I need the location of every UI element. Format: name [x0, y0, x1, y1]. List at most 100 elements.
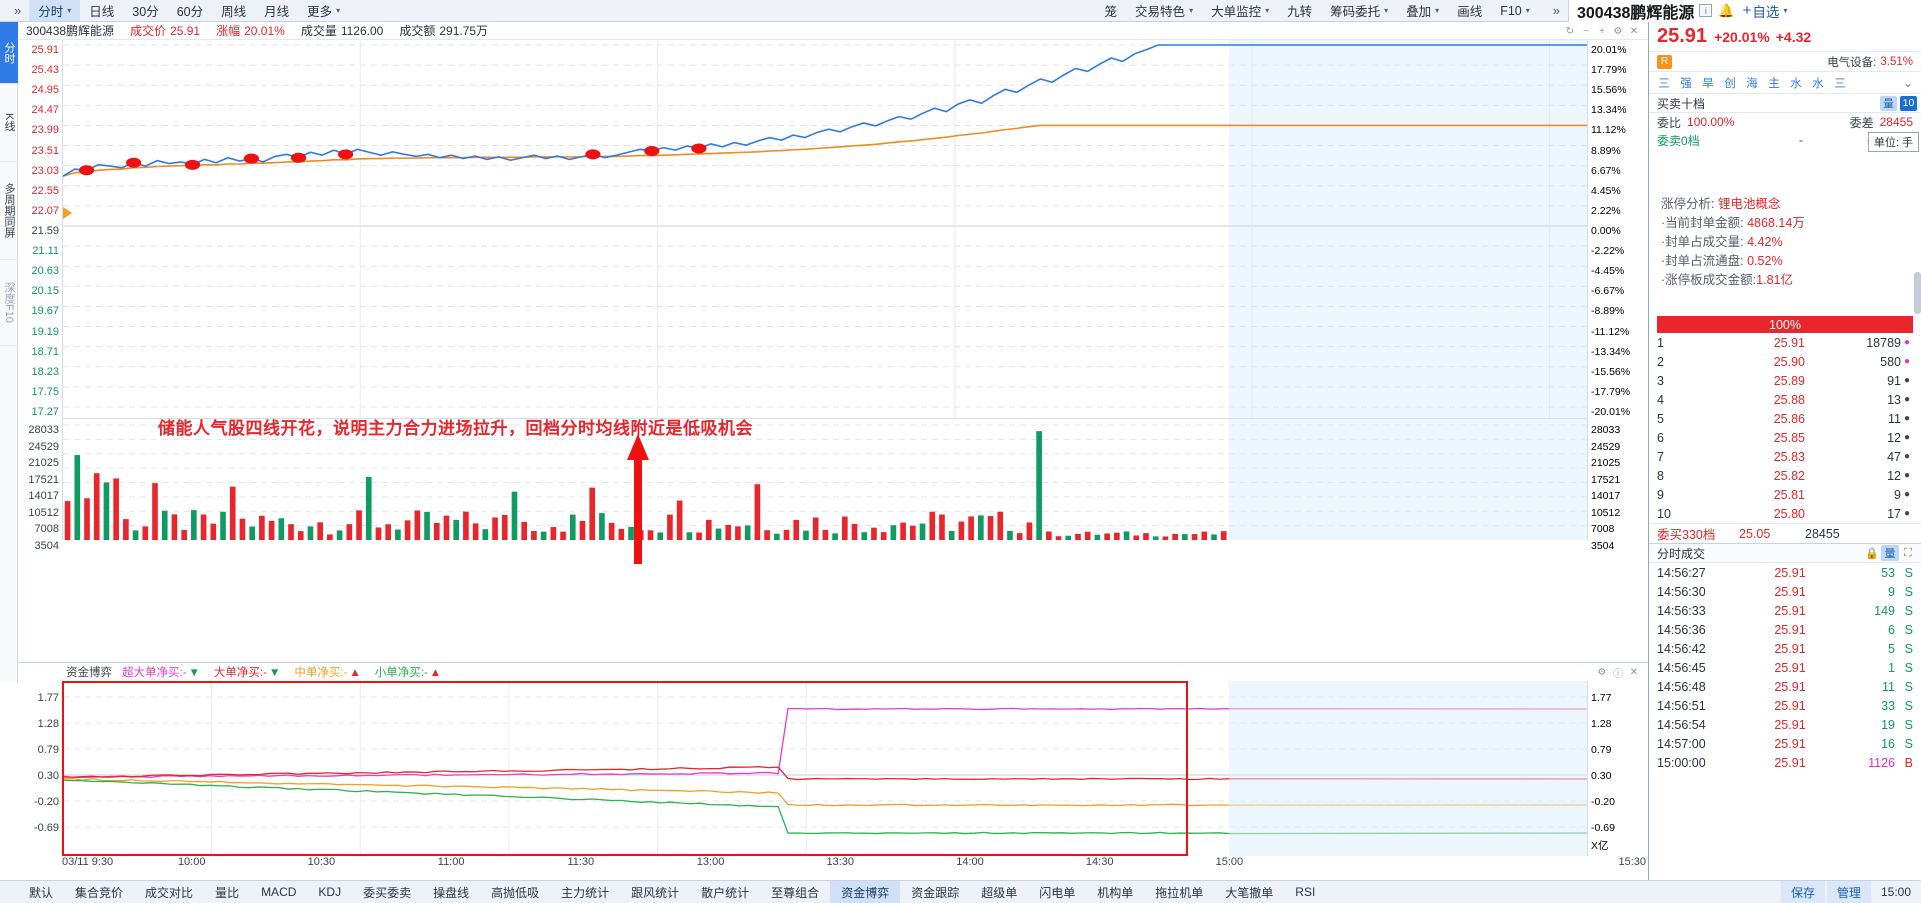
tick-row[interactable]: 14:56:54 25.91 19 S — [1649, 715, 1921, 734]
toolbar-menu-2[interactable]: 大单监控 ▾ — [1202, 0, 1278, 21]
chevron-down-icon[interactable]: ▾ — [67, 6, 72, 15]
tick-row[interactable]: 14:56:51 25.91 33 S — [1649, 696, 1921, 715]
bottom-tab-1[interactable]: 集合竞价 — [75, 885, 124, 900]
period-tab-0[interactable]: 分时 ▾ — [29, 0, 81, 21]
order-book-row[interactable]: 6 25.85 12 ● — [1649, 428, 1921, 447]
tick-row[interactable]: 14:56:48 25.91 11 S — [1649, 677, 1921, 696]
rail-item-3[interactable]: 深度F10 — [0, 260, 18, 346]
rail-item-1[interactable]: K线 — [0, 84, 18, 162]
toolbar-menu-6[interactable]: 画线 — [1448, 0, 1491, 21]
add-favorite-button[interactable]: + 自选 — [1743, 1, 1780, 21]
period-tab-6[interactable]: 更多 ▾ — [298, 0, 349, 21]
chevron-down-icon[interactable]: ▾ — [1265, 6, 1270, 15]
concept-tag-8[interactable]: 三 — [1834, 77, 1846, 90]
order-book-row[interactable]: 8 25.82 12 ● — [1649, 466, 1921, 485]
bottom-tab-13[interactable]: 资金博弈 — [830, 881, 901, 903]
fund-legend-1[interactable]: 大单净买:- ▼ — [214, 664, 280, 680]
order-book-row[interactable]: 3 25.89 91 ● — [1649, 371, 1921, 390]
bell-icon[interactable]: 🔔 — [1718, 2, 1735, 18]
toolbar-menu-4[interactable]: 筹码委托 ▾ — [1321, 0, 1397, 21]
plus-icon[interactable]: + — [1599, 25, 1605, 37]
toolbar-menu-3[interactable]: 九转 — [1278, 0, 1321, 21]
concept-tag-7[interactable]: 水 — [1812, 77, 1824, 90]
concept-tag-0[interactable]: 三 — [1658, 77, 1670, 90]
period-tab-3[interactable]: 60分 — [168, 0, 212, 21]
volume-icon[interactable]: 量 — [1881, 545, 1899, 561]
chart-plot-area[interactable] — [62, 40, 1588, 540]
concept-tag-4[interactable]: 海 — [1746, 77, 1758, 90]
bottom-tab-9[interactable]: 主力统计 — [561, 885, 610, 900]
fund-legend-2[interactable]: 中单净买:- ▲ — [294, 664, 360, 680]
info-icon[interactable]: i — [1699, 4, 1713, 17]
rail-item-0[interactable]: 分时 — [0, 22, 18, 84]
bottom-tab-19[interactable]: 大笔撤单 — [1225, 885, 1274, 900]
bottom-tab-6[interactable]: 委买委卖 — [363, 885, 412, 900]
bottom-tab-15[interactable]: 超级单 — [981, 885, 1018, 900]
bottom-tab-18[interactable]: 拖拉机单 — [1155, 885, 1204, 900]
toolbar-menu-0[interactable]: 笼 — [1096, 0, 1127, 21]
chevron-down-icon[interactable]: ▾ — [336, 6, 341, 15]
concept-tag-1[interactable]: 强 — [1680, 77, 1692, 90]
chevron-down-icon[interactable]: ▾ — [1384, 6, 1389, 15]
favorite-caret-icon[interactable]: ▾ — [1783, 6, 1788, 15]
concept-tag-5[interactable]: 主 — [1768, 77, 1780, 90]
toolbar-menu-7[interactable]: F10 ▾ — [1491, 0, 1539, 21]
expand-icon[interactable]: ⛶ — [1904, 546, 1912, 559]
order-book-row[interactable]: 10 25.80 17 ● — [1649, 504, 1921, 523]
fund-legend-3[interactable]: 小单净买:- ▲ — [375, 664, 441, 680]
order-book-row[interactable]: 7 25.83 47 ● — [1649, 447, 1921, 466]
close-icon[interactable]: ✕ — [1629, 25, 1639, 37]
period-tab-4[interactable]: 周线 — [212, 0, 255, 21]
gear-icon[interactable]: ⚙ — [1613, 25, 1623, 37]
chevron-down-icon[interactable]: ▾ — [1189, 6, 1194, 15]
tick-row[interactable]: 14:57:00 25.91 16 S — [1649, 734, 1921, 753]
gear-icon[interactable]: ⚙ — [1597, 666, 1607, 678]
rail-item-2[interactable]: 多周期同屏 — [0, 162, 18, 260]
bottom-tab-5[interactable]: KDJ — [318, 885, 342, 899]
fund-plot-area[interactable] — [62, 681, 1588, 856]
bottom-tab-12[interactable]: 至尊组合 — [771, 885, 820, 900]
right-panel-scrollbar[interactable] — [1914, 272, 1921, 314]
close-icon[interactable]: ✕ — [1629, 666, 1639, 678]
volume-chip[interactable]: 量 — [1880, 95, 1897, 111]
period-tab-2[interactable]: 30分 — [123, 0, 167, 21]
chevron-double-down-icon[interactable]: ⌄ — [1902, 75, 1913, 90]
bottom-tab-17[interactable]: 机构单 — [1097, 885, 1134, 900]
bottom-tab-14[interactable]: 资金跟踪 — [911, 885, 960, 900]
tick-row[interactable]: 14:56:42 25.91 5 S — [1649, 639, 1921, 658]
order-book-row[interactable]: 5 25.86 11 ● — [1649, 409, 1921, 428]
order-book-row[interactable]: 9 25.81 9 ● — [1649, 485, 1921, 504]
bottom-tab-4[interactable]: MACD — [261, 885, 297, 899]
bottom-tab-7[interactable]: 操盘线 — [433, 885, 470, 900]
expand-left-icon[interactable]: » — [14, 3, 22, 18]
toolbar-menu-5[interactable]: 叠加 ▾ — [1397, 0, 1448, 21]
tick-row[interactable]: 14:56:33 25.91 149 S — [1649, 601, 1921, 620]
save-button[interactable]: 保存 — [1780, 881, 1825, 903]
manage-button[interactable]: 管理 — [1826, 881, 1871, 903]
tick-row[interactable]: 14:56:30 25.91 9 S — [1649, 582, 1921, 601]
depth-ten-chip[interactable]: 10 — [1900, 95, 1917, 111]
bottom-tab-20[interactable]: RSI — [1295, 885, 1316, 899]
order-book-row[interactable]: 2 25.90 580 ● — [1649, 352, 1921, 371]
bottom-tab-11[interactable]: 散户统计 — [701, 885, 750, 900]
tick-row[interactable]: 14:56:45 25.91 1 S — [1649, 658, 1921, 677]
chevron-down-icon[interactable]: ▾ — [1525, 6, 1530, 15]
period-tab-1[interactable]: 日线 — [80, 0, 123, 21]
bottom-tab-0[interactable]: 默认 — [29, 885, 54, 900]
tick-row[interactable]: 15:00:00 25.91 1126 B — [1649, 753, 1921, 772]
concept-tag-2[interactable]: 旱 — [1702, 77, 1714, 90]
concept-tag-3[interactable]: 创 — [1724, 77, 1736, 90]
concept-tag-6[interactable]: 水 — [1790, 77, 1802, 90]
tick-row[interactable]: 14:56:36 25.91 6 S — [1649, 620, 1921, 639]
period-tab-5[interactable]: 月线 — [255, 0, 298, 21]
lock-icon[interactable]: 🔒 — [1865, 547, 1879, 560]
help-icon[interactable]: ⓘ — [1613, 668, 1623, 680]
minus-icon[interactable]: − — [1583, 25, 1589, 37]
collapse-right-icon[interactable]: » — [1552, 3, 1560, 18]
chevron-down-icon[interactable]: ▾ — [1435, 6, 1440, 15]
order-book-row[interactable]: 1 25.91 18789 ● — [1649, 333, 1921, 352]
intraday-chart[interactable]: 25.91 25.43 24.95 24.47 23.99 23.51 23.03 22.55… — [18, 40, 1648, 564]
sector-name[interactable]: 电气设备: — [1827, 56, 1877, 69]
toolbar-menu-1[interactable]: 交易特色 ▾ — [1126, 0, 1202, 21]
bottom-tab-16[interactable]: 闪电单 — [1039, 885, 1076, 900]
